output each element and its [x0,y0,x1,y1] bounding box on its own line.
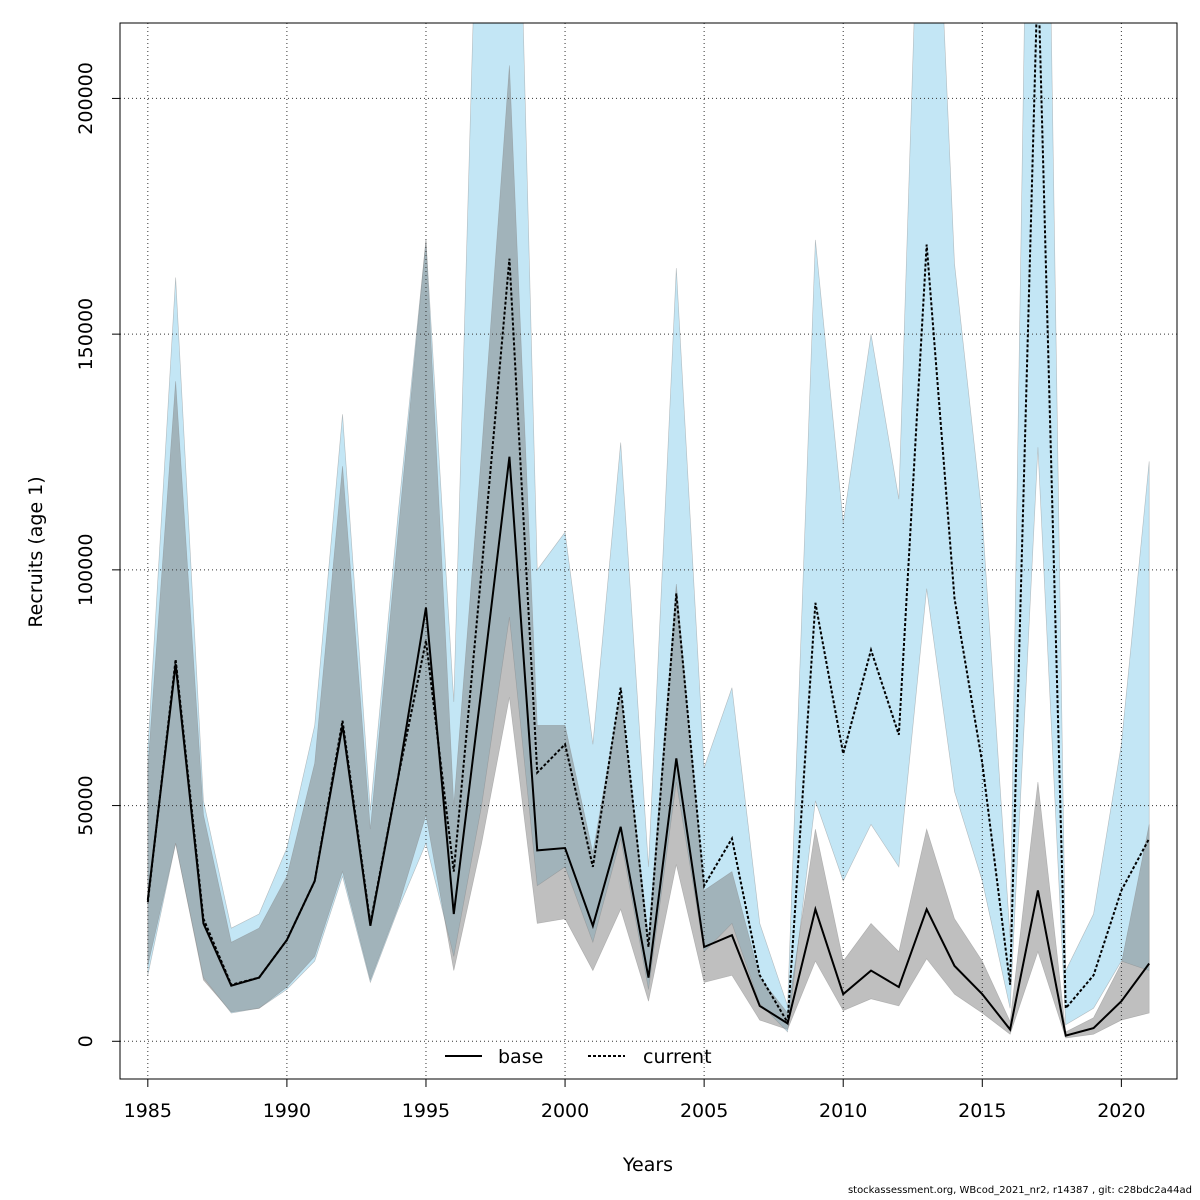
y-tick-label: 50000 [75,775,97,835]
y-tick-label: 100000 [75,534,97,607]
x-axis-title: Years [622,1154,673,1176]
x-tick-label: 2005 [680,1100,728,1122]
y-tick-label: 0 [75,1035,97,1047]
plot-area: 1985 1990 1995 2000 2005 2010 2015 2020 0 50000 10… [75,22,1178,1122]
y-axis-title: Recruits (age 1) [25,476,47,627]
x-tick-label: 1995 [402,1100,450,1122]
x-tick-label: 2020 [1097,1100,1145,1122]
legend-label-current: current [643,1046,712,1068]
x-tick-label: 2000 [541,1100,589,1122]
y-tick-label: 200000 [75,62,97,135]
x-tick-label: 2010 [819,1100,867,1122]
footer-credit: stockassessment.org, WBcod_2021_nr2, r14… [847,1185,1192,1196]
x-tick-label: 1990 [263,1100,311,1122]
series-line-current [146,23,1151,1026]
x-tick-label: 1985 [124,1100,172,1122]
legend-label-base: base [498,1046,543,1068]
x-tick-label: 2015 [958,1100,1006,1122]
confidence-band-base [147,65,1150,1039]
y-tick-label: 150000 [75,298,97,371]
plot-content [120,23,1177,1079]
